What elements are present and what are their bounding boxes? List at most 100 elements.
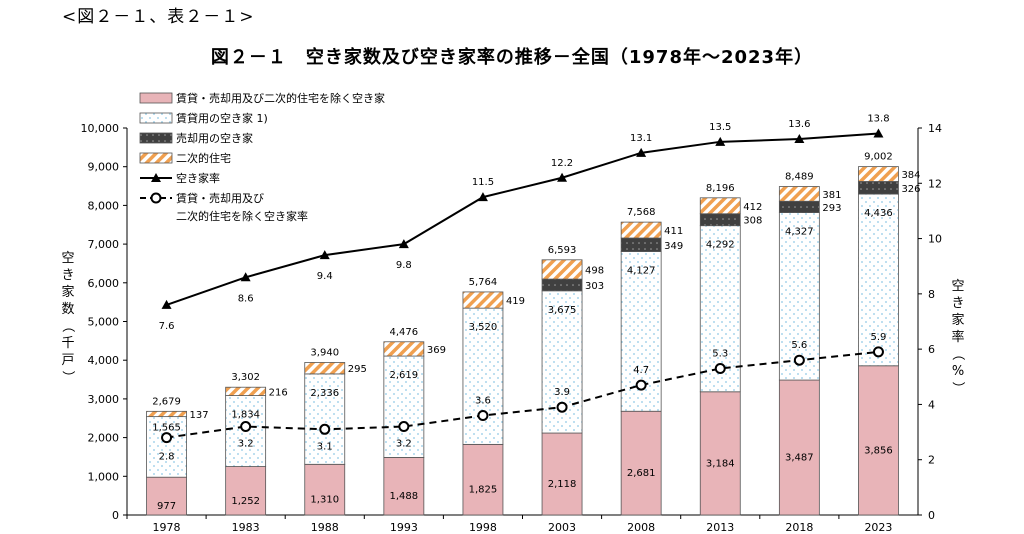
axis-title-char: き	[951, 296, 964, 311]
vacancy-rate-marker	[715, 136, 726, 146]
bar-total-label: 2,679	[152, 396, 181, 407]
axis-title-char: %	[952, 364, 964, 379]
left-tick-label: 0	[112, 509, 119, 522]
bar-label-rental: 2,619	[390, 370, 419, 381]
bar-label-sale: 303	[585, 281, 604, 292]
bar-total-label: 8,196	[706, 183, 735, 194]
bar-label-other: 3,184	[706, 458, 735, 469]
bar-label-other: 2,118	[548, 479, 577, 490]
bar-other	[304, 463, 346, 516]
axis-title-char: 空	[951, 279, 964, 294]
bar-total-label: 9,002	[864, 152, 893, 163]
left-axis-title: 空き家数 （ 千戸 ）	[60, 251, 75, 384]
vacancy-rate-marker	[873, 128, 884, 138]
vacancy-rate-label: 9.8	[396, 260, 412, 271]
bar-other	[699, 391, 741, 516]
vacancy-rate-marker	[319, 250, 330, 260]
bar-label-second: 369	[427, 345, 446, 356]
right-tick-label: 8	[928, 288, 935, 301]
bar-sale	[778, 200, 820, 213]
bar-label-second: 411	[664, 226, 683, 237]
legend-label: 賃貸用の空き家 1)	[176, 111, 268, 125]
other-rate-marker	[556, 401, 568, 413]
x-tick-label: 1998	[469, 521, 497, 534]
bar-label-other: 3,487	[785, 453, 814, 464]
other-rate-label: 5.3	[712, 348, 728, 359]
vacancy-rate-marker	[161, 299, 172, 309]
bar-label-second: 384	[901, 170, 920, 181]
bar-label-sale: 293	[822, 203, 841, 214]
bar-second	[778, 186, 820, 202]
other-rate-marker	[319, 423, 331, 435]
bar-sale	[858, 181, 899, 195]
legend-swatch	[139, 132, 173, 144]
axis-title-char: 千	[61, 336, 74, 351]
axis-title-char: き	[61, 268, 74, 283]
legend-circle-marker	[150, 192, 162, 204]
bar-rental	[146, 416, 187, 478]
bar-label-second: 216	[269, 387, 288, 398]
axis-title-char: （	[950, 347, 965, 360]
bar-other	[225, 466, 267, 516]
bar-other	[146, 476, 187, 516]
bar-label-rental: 4,327	[785, 227, 814, 238]
bar-total-label: 4,476	[390, 327, 419, 338]
bar-other	[383, 457, 425, 516]
left-tick-label: 2,000	[88, 432, 120, 445]
left-tick-label: 3,000	[88, 393, 120, 406]
bar-label-other: 977	[157, 501, 176, 512]
legend-label: 空き家率	[176, 171, 220, 185]
axis-title-char: 数	[61, 302, 74, 317]
bar-label-second: 295	[348, 364, 367, 375]
bar-label-other: 1,310	[310, 495, 339, 506]
other-rate-marker	[872, 346, 884, 358]
bar-rental	[462, 307, 504, 445]
bar-second	[225, 386, 267, 396]
right-tick-label: 10	[928, 233, 942, 246]
bar-total-label: 3,302	[231, 372, 260, 383]
vacancy-rate-label: 9.4	[317, 271, 333, 282]
vacancy-rate-line	[166, 132, 879, 306]
left-tick-label: 10,000	[81, 122, 120, 135]
bar-label-second: 137	[190, 410, 209, 421]
legend-label: 賃貸・売却用及び	[176, 191, 264, 205]
left-tick-label: 5,000	[88, 316, 120, 329]
right-tick-label: 2	[928, 454, 935, 467]
other-rate-label: 5.9	[870, 332, 886, 343]
x-tick-label: 2003	[548, 521, 576, 534]
bar-sale	[699, 213, 741, 227]
bar-rental	[778, 212, 820, 381]
other-rate-marker	[635, 379, 647, 391]
left-tick-label: 9,000	[88, 161, 120, 174]
bar-other	[541, 432, 583, 516]
vacancy-rate-marker	[557, 172, 568, 182]
chart-title: 図２－１ 空き家数及び空き家率の推移－全国（1978年～2023年）	[210, 47, 814, 68]
other-rate-label: 3.2	[238, 439, 254, 450]
x-tick-label: 1988	[311, 521, 339, 534]
bar-second	[620, 221, 662, 239]
bar-total-label: 6,593	[548, 245, 577, 256]
bar-second	[383, 341, 425, 357]
left-tick-label: 4,000	[88, 354, 120, 367]
bar-label-rental: 1,834	[231, 410, 260, 421]
bar-rental	[383, 355, 425, 458]
legend-triangle-marker	[151, 173, 161, 182]
axis-title-char: 率	[951, 329, 964, 345]
other-rate-label: 3.2	[396, 439, 412, 450]
figure-caption: <図２－１、表２－１>	[62, 7, 255, 27]
vacancy-rate-marker	[477, 192, 488, 202]
vacancy-rate-label: 11.5	[472, 177, 494, 188]
bar-second	[699, 197, 741, 215]
axis-title-char: 空	[61, 251, 74, 266]
vacancy-rate-label: 13.1	[630, 133, 652, 144]
bar-second	[858, 166, 899, 182]
other-rate-marker	[398, 421, 410, 433]
bar-label-second: 381	[822, 190, 841, 201]
bar-rental	[304, 373, 346, 465]
axis-title-char: 家	[951, 312, 964, 328]
bar-second	[541, 259, 583, 280]
vacancy-rate-marker	[636, 147, 647, 157]
axis-title-char: ）	[60, 370, 75, 383]
other-rate-label: 2.8	[159, 452, 175, 463]
